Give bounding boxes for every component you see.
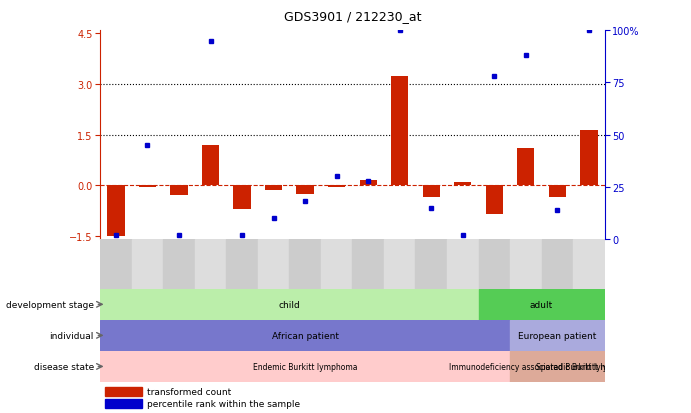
Bar xyxy=(234,186,251,209)
Bar xyxy=(573,351,605,382)
Bar xyxy=(132,240,163,316)
Bar xyxy=(100,320,510,351)
Bar xyxy=(321,240,352,316)
Bar xyxy=(107,186,124,236)
Bar xyxy=(163,240,195,316)
Bar xyxy=(352,240,384,316)
Bar xyxy=(573,240,605,316)
Text: adult: adult xyxy=(530,300,553,309)
Bar xyxy=(580,130,598,186)
Bar xyxy=(105,399,142,408)
Bar xyxy=(542,240,573,316)
Bar xyxy=(296,186,314,194)
Text: Sporadic Burkitt lymphoma: Sporadic Burkitt lymphoma xyxy=(536,362,641,371)
Bar xyxy=(290,240,321,316)
Bar xyxy=(510,240,542,316)
Text: individual: individual xyxy=(50,331,94,340)
Bar xyxy=(171,186,188,196)
Text: Endemic Burkitt lymphoma: Endemic Burkitt lymphoma xyxy=(253,362,357,371)
Text: Immunodeficiency associated Burkitt lymphoma: Immunodeficiency associated Burkitt lymp… xyxy=(449,362,634,371)
Text: development stage: development stage xyxy=(6,300,94,309)
Bar xyxy=(359,180,377,186)
Bar xyxy=(510,320,605,351)
Bar xyxy=(202,145,219,186)
Bar xyxy=(265,186,282,191)
Bar xyxy=(423,186,440,197)
Bar xyxy=(258,240,290,316)
Text: transformed count: transformed count xyxy=(146,387,231,396)
Bar xyxy=(195,240,226,316)
Bar xyxy=(139,186,156,188)
Bar xyxy=(478,240,510,316)
Bar xyxy=(105,387,142,396)
Bar xyxy=(384,240,415,316)
Bar xyxy=(100,351,510,382)
Text: disease state: disease state xyxy=(34,362,94,371)
Bar xyxy=(517,149,534,186)
Text: African patient: African patient xyxy=(272,331,339,340)
Bar xyxy=(447,240,478,316)
Text: European patient: European patient xyxy=(518,331,596,340)
Bar xyxy=(391,76,408,186)
Bar xyxy=(510,351,573,382)
Bar xyxy=(454,183,471,186)
Bar xyxy=(227,240,258,316)
Text: child: child xyxy=(278,300,300,309)
Text: percentile rank within the sample: percentile rank within the sample xyxy=(146,399,300,408)
Bar xyxy=(415,240,447,316)
Bar xyxy=(549,186,566,197)
Text: GDS3901 / 212230_at: GDS3901 / 212230_at xyxy=(284,10,421,23)
Bar xyxy=(486,186,503,214)
Bar xyxy=(100,289,478,320)
Bar xyxy=(328,186,346,188)
Bar xyxy=(478,289,605,320)
Bar xyxy=(100,240,132,316)
